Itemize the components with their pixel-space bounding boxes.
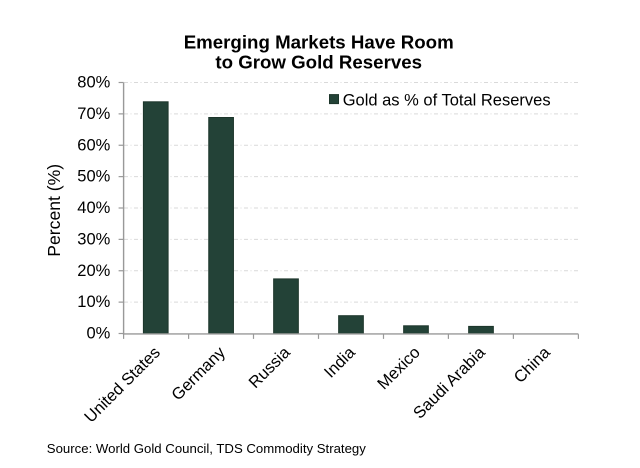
svg-text:Gold as % of Total Reserves: Gold as % of Total Reserves (343, 91, 551, 109)
svg-text:Source: World Gold Council, TD: Source: World Gold Council, TDS Commodit… (47, 441, 366, 456)
svg-text:Percent (%): Percent (%) (44, 164, 64, 257)
svg-text:40%: 40% (77, 199, 110, 217)
svg-text:to Grow Gold Reserves: to Grow Gold Reserves (215, 52, 422, 73)
svg-text:10%: 10% (77, 293, 110, 311)
svg-text:80%: 80% (77, 74, 110, 92)
svg-text:20%: 20% (77, 262, 110, 280)
svg-text:50%: 50% (77, 168, 110, 186)
svg-text:30%: 30% (77, 231, 110, 249)
svg-text:60%: 60% (77, 136, 110, 154)
svg-text:70%: 70% (77, 105, 110, 123)
svg-text:Emerging Markets Have Room: Emerging Markets Have Room (184, 32, 454, 53)
svg-text:0%: 0% (86, 325, 110, 343)
